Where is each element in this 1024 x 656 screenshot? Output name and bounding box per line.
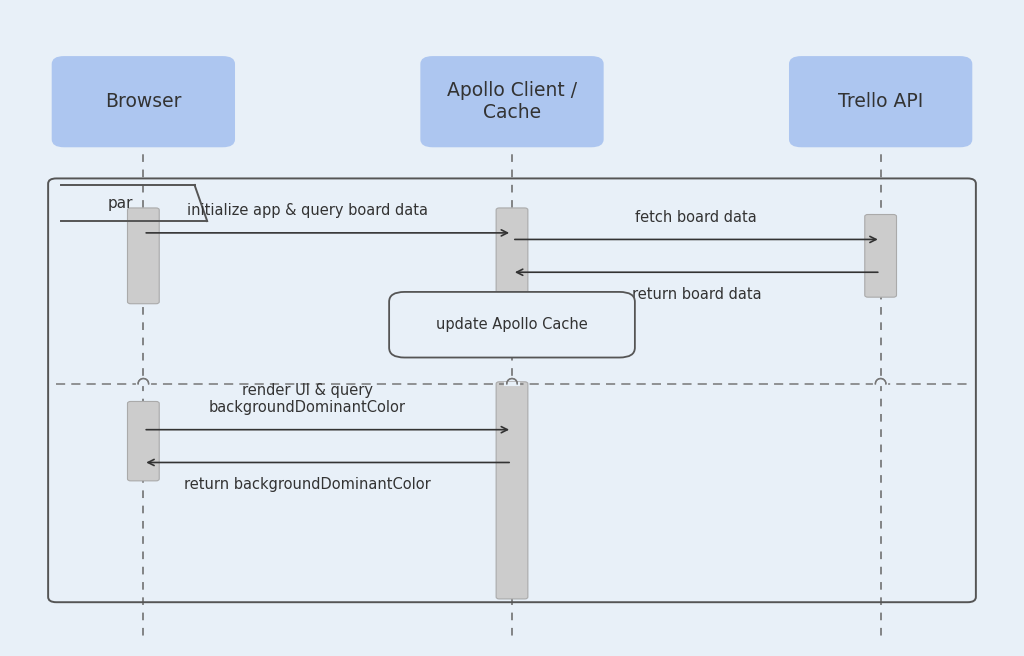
Text: par: par bbox=[109, 195, 133, 211]
Text: Trello API: Trello API bbox=[838, 92, 924, 111]
Text: return backgroundDominantColor: return backgroundDominantColor bbox=[184, 477, 430, 492]
Text: fetch board data: fetch board data bbox=[636, 210, 757, 225]
Text: Apollo Client /
Cache: Apollo Client / Cache bbox=[446, 81, 578, 122]
FancyBboxPatch shape bbox=[127, 401, 160, 481]
FancyBboxPatch shape bbox=[788, 56, 973, 148]
FancyBboxPatch shape bbox=[420, 56, 603, 148]
FancyBboxPatch shape bbox=[496, 208, 528, 343]
FancyBboxPatch shape bbox=[864, 215, 897, 297]
Text: render UI & query
backgroundDominantColor: render UI & query backgroundDominantColo… bbox=[209, 383, 406, 415]
FancyBboxPatch shape bbox=[389, 292, 635, 358]
Text: update Apollo Cache: update Apollo Cache bbox=[436, 318, 588, 332]
FancyBboxPatch shape bbox=[127, 208, 160, 304]
Text: initialize app & query board data: initialize app & query board data bbox=[186, 203, 428, 218]
Text: Browser: Browser bbox=[105, 92, 181, 111]
FancyBboxPatch shape bbox=[52, 56, 236, 148]
FancyBboxPatch shape bbox=[496, 382, 528, 599]
Text: return board data: return board data bbox=[632, 287, 761, 302]
